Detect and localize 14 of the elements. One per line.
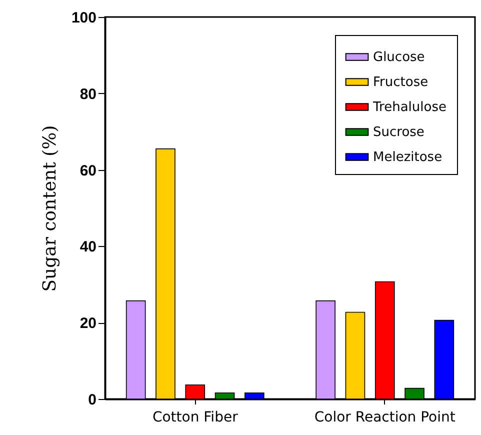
legend-label: Melezitose	[373, 150, 442, 165]
legend-label: Glucose	[373, 50, 425, 65]
y-tick-label: 60	[80, 162, 96, 180]
y-tick-label: 0	[88, 392, 96, 408]
legend-label: Fructose	[373, 75, 428, 90]
y-tick-label: 20	[80, 315, 96, 332]
y-tick-label: 40	[80, 238, 96, 256]
x-tick-label: Cotton Fiber	[152, 410, 238, 426]
y-tick-label: 80	[80, 86, 96, 103]
legend-label: Sucrose	[373, 125, 424, 140]
legend-label: Trehalulose	[372, 100, 446, 115]
x-tick-label: Color Reaction Point	[314, 410, 456, 426]
y-axis-title: Sugar content (%)	[39, 125, 60, 292]
y-tick-label: 100	[71, 10, 96, 26]
